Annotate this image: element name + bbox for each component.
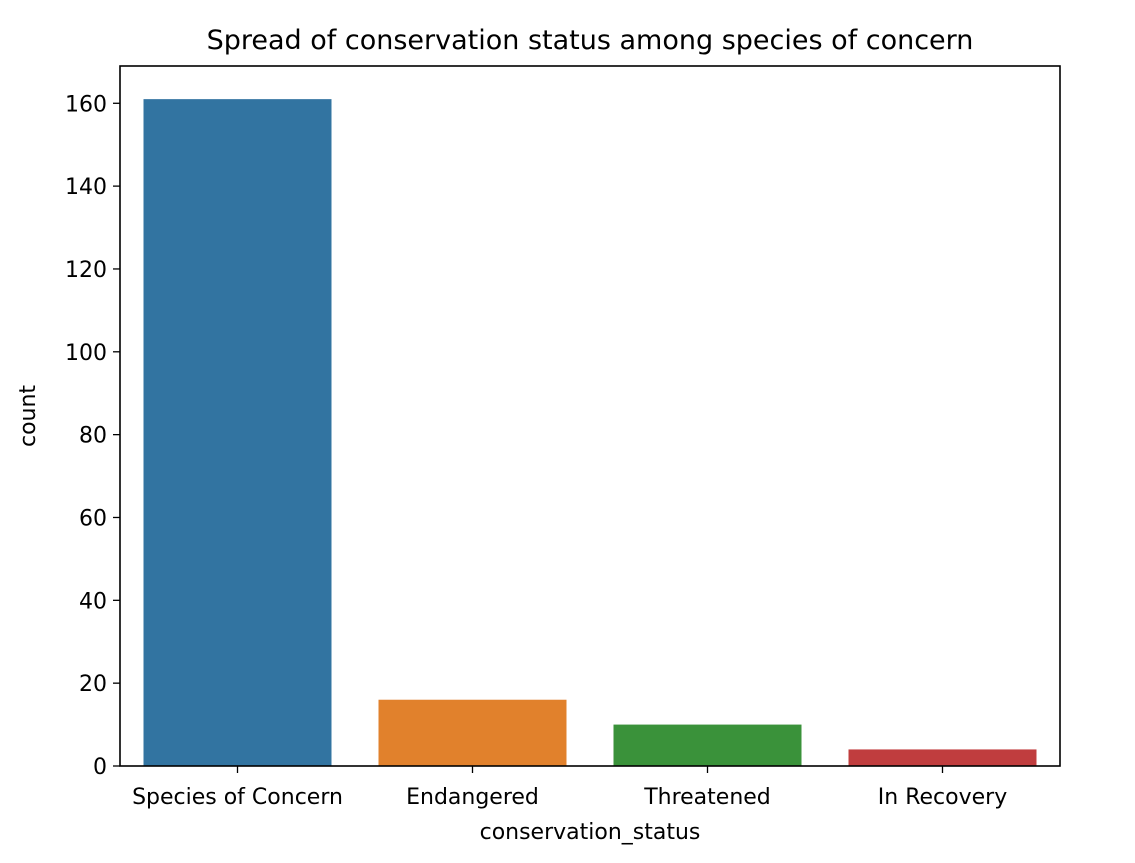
x-tick-label: Threatened: [643, 785, 771, 810]
bar-in-recovery: [848, 749, 1037, 766]
x-tick-label: Species of Concern: [132, 785, 343, 810]
y-tick-label: 60: [79, 506, 107, 531]
y-axis-ticks: 0 20 40 60 80 100 120 140 160: [65, 92, 120, 780]
x-axis-label: conservation_status: [480, 820, 701, 845]
x-tick-label: In Recovery: [878, 785, 1007, 810]
x-tick-label: Endangered: [406, 785, 539, 810]
y-tick-label: 100: [65, 341, 107, 366]
y-tick-label: 20: [79, 672, 107, 697]
y-tick-label: 140: [65, 175, 107, 200]
y-tick-label: 80: [79, 424, 107, 449]
bars-group: [143, 99, 1037, 766]
y-axis-label: count: [16, 385, 41, 447]
plot-frame: [119, 65, 1061, 767]
bar-threatened: [613, 724, 802, 766]
y-tick-label: 120: [65, 258, 107, 283]
bar-species-of-concern: [143, 99, 332, 766]
y-tick-label: 160: [65, 92, 107, 117]
y-tick-label: 0: [93, 755, 107, 780]
chart-title: Spread of conservation status among spec…: [207, 25, 974, 56]
y-tick-label: 40: [79, 589, 107, 614]
x-axis-ticks: Species of Concern Endangered Threatened In…: [132, 766, 1007, 810]
bar-endangered: [378, 699, 567, 766]
